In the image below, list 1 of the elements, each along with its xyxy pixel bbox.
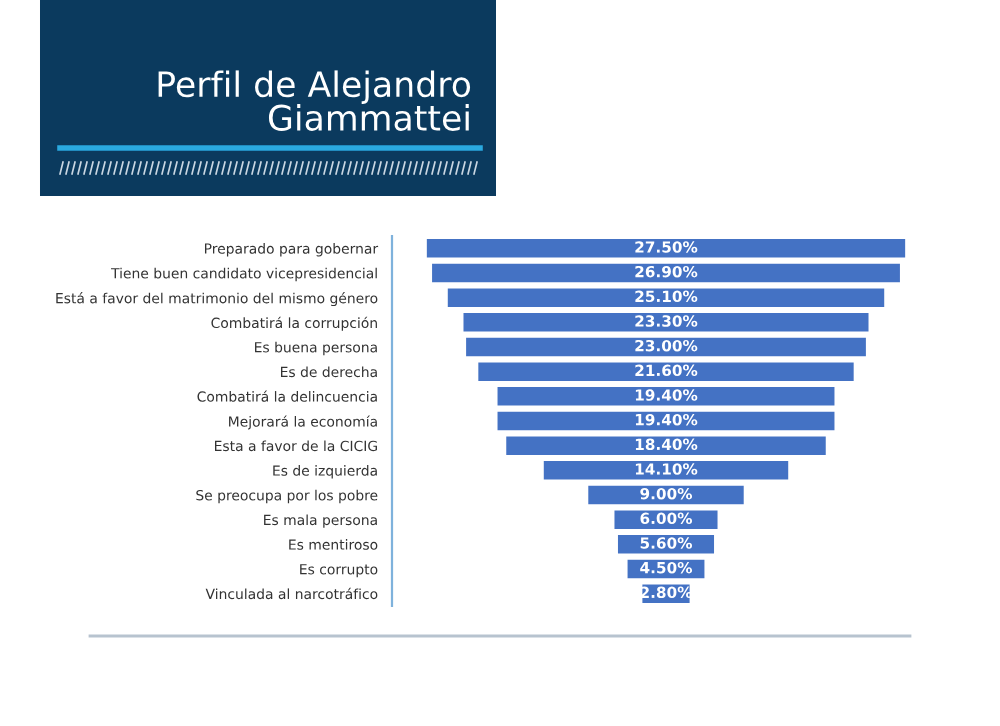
text: Perfil de Alejandro Giammattei [158, 70, 471, 131]
